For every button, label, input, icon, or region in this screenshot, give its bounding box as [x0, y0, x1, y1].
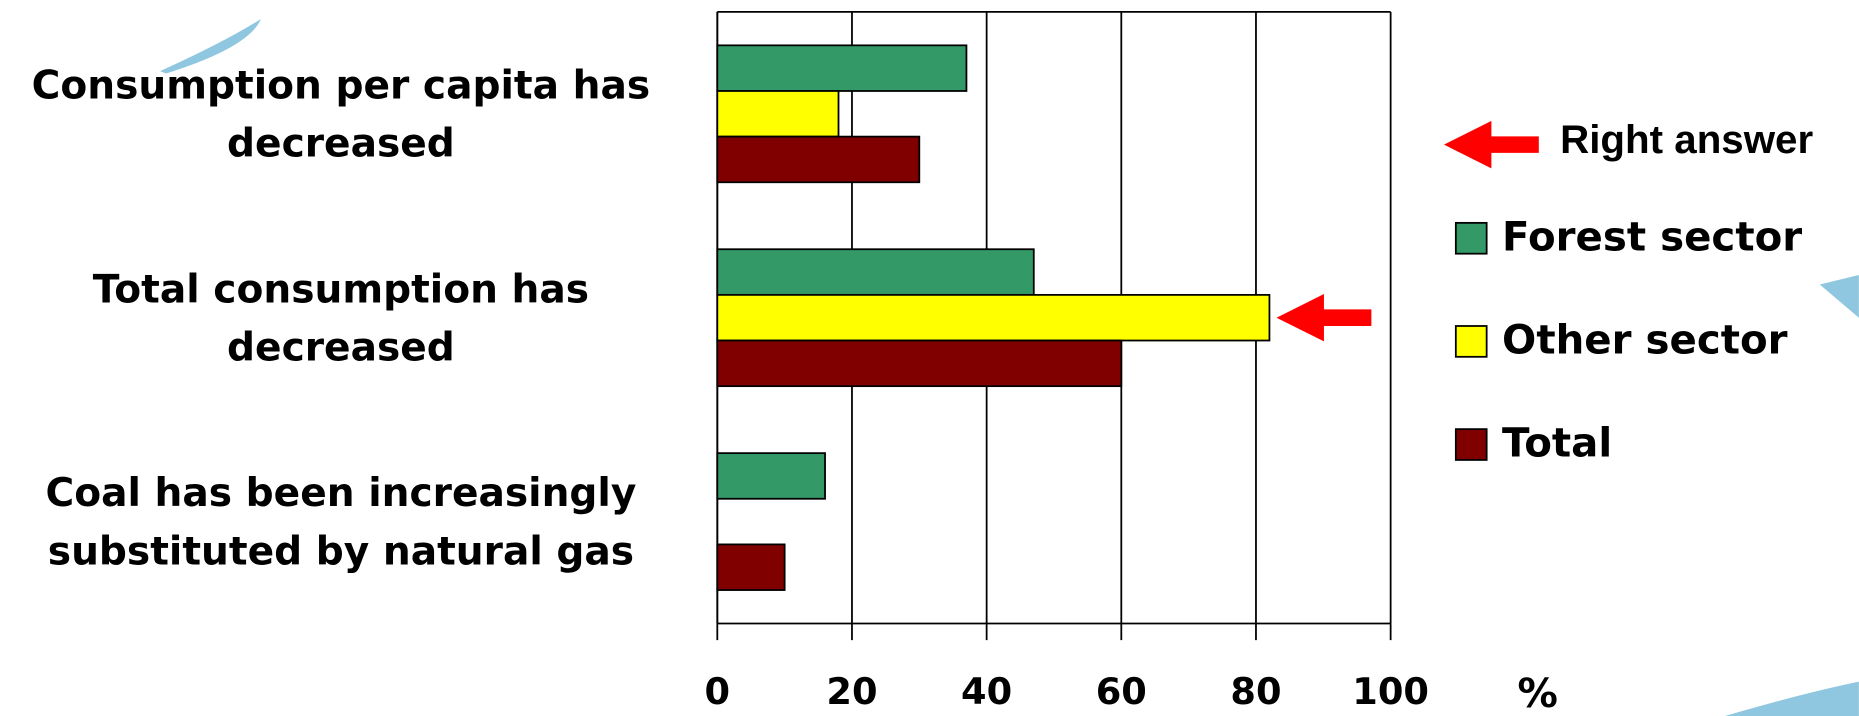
bar: [716, 452, 826, 500]
category-label-wrap: Coal has been increasingly substituted b…: [6, 450, 676, 592]
bar: [716, 293, 1271, 342]
bar: [716, 543, 786, 591]
x-tick-label: 20: [826, 670, 877, 713]
category-label-wrap: Consumption per capita has decreased: [6, 43, 676, 185]
category-label-box: Total consumption has decreased: [6, 247, 676, 389]
y-tick-label: Consumption per capita has decreased: [31, 61, 651, 166]
x-axis-label: %: [1517, 670, 1557, 716]
answer-arrow: [1276, 293, 1372, 342]
category-label-box: Consumption per capita has decreased: [6, 43, 676, 185]
x-tick-label: 100: [1352, 670, 1429, 713]
bar: [716, 44, 968, 92]
x-tick-label: 60: [1096, 670, 1147, 713]
y-tick-label: Coal has been increasingly substituted b…: [45, 468, 637, 574]
bar: [716, 135, 921, 184]
legend-swatch: [1454, 428, 1488, 461]
category-label-box: Coal has been increasingly substituted b…: [6, 450, 676, 592]
annotation-arrow: [1443, 120, 1539, 169]
legend-swatch: [1454, 325, 1488, 358]
decoration: [1724, 681, 1859, 716]
legend-swatch: [1454, 221, 1488, 255]
legend-label: Other sector: [1502, 317, 1788, 364]
annotation: Right answer: [1560, 117, 1813, 162]
x-tick-label: 0: [705, 670, 731, 713]
x-tick-label: 40: [961, 670, 1012, 713]
x-tick-label: 80: [1230, 670, 1281, 713]
legend-label: Forest sector: [1502, 213, 1802, 260]
decoration: [160, 18, 261, 74]
category-label-wrap: Total consumption has decreased: [6, 247, 676, 389]
bar: [716, 248, 1035, 296]
y-tick-label: Total consumption has decreased: [92, 264, 590, 370]
decoration: [1819, 275, 1859, 318]
legend-label: Total: [1502, 420, 1612, 467]
bar: [716, 90, 840, 138]
bar: [716, 339, 1123, 388]
